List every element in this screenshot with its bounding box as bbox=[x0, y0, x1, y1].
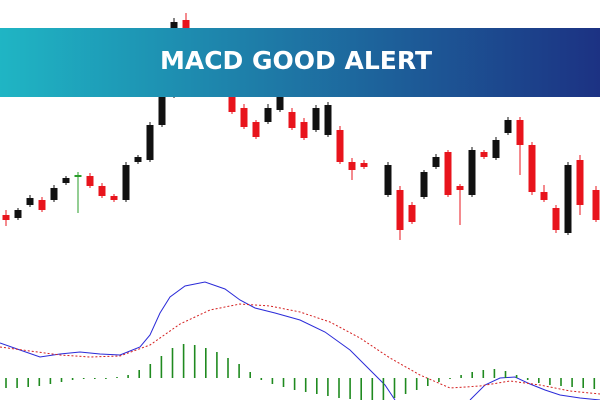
candle-body bbox=[50, 188, 58, 200]
candle-body bbox=[540, 192, 548, 200]
candle-body bbox=[456, 186, 464, 190]
candle-body bbox=[312, 108, 320, 130]
candle-body bbox=[182, 20, 190, 30]
candle-body bbox=[432, 157, 440, 167]
candle-body bbox=[576, 160, 584, 205]
candle-body bbox=[420, 172, 428, 197]
candle-body bbox=[252, 122, 260, 137]
candle-body bbox=[240, 108, 248, 127]
candle-body bbox=[14, 210, 22, 218]
signal-line bbox=[0, 303, 600, 395]
chart-title: MACD GOOD ALERT bbox=[160, 46, 432, 75]
candle-body bbox=[592, 190, 600, 220]
candle-body bbox=[62, 178, 70, 183]
macd-line bbox=[0, 281, 396, 400]
candle-body bbox=[134, 157, 142, 162]
candle-body bbox=[516, 120, 524, 145]
candle-body bbox=[264, 108, 272, 122]
candle-body bbox=[110, 196, 118, 200]
candle-body bbox=[74, 175, 82, 177]
candle-body bbox=[2, 215, 10, 220]
candle-body bbox=[480, 152, 488, 157]
candle-body bbox=[492, 140, 500, 158]
candle-body bbox=[552, 208, 560, 230]
candle-body bbox=[396, 190, 404, 230]
candle-body bbox=[228, 95, 236, 112]
candle-body bbox=[504, 120, 512, 133]
candle-body bbox=[98, 186, 106, 196]
candle-body bbox=[336, 130, 344, 162]
candle-body bbox=[564, 165, 572, 233]
candle-body bbox=[444, 152, 452, 195]
candle-body bbox=[408, 205, 416, 222]
candle-body bbox=[146, 125, 154, 160]
candle-body bbox=[288, 112, 296, 128]
candle-body bbox=[468, 150, 476, 195]
title-banner bbox=[0, 28, 600, 97]
candle-body bbox=[528, 145, 536, 192]
candle-body bbox=[38, 200, 46, 210]
macd-panel bbox=[0, 281, 600, 400]
macd-line bbox=[469, 376, 600, 400]
candle-body bbox=[384, 165, 392, 195]
candle-body bbox=[348, 162, 356, 170]
candle-body bbox=[158, 95, 166, 125]
candle-body bbox=[276, 95, 284, 110]
histogram bbox=[5, 344, 596, 400]
candle-body bbox=[26, 198, 34, 205]
candle-body bbox=[300, 122, 308, 138]
candle-body bbox=[122, 165, 130, 200]
candles bbox=[2, 13, 600, 240]
candle-body bbox=[324, 105, 332, 135]
candle-body bbox=[360, 163, 368, 167]
candle-body bbox=[86, 176, 94, 186]
